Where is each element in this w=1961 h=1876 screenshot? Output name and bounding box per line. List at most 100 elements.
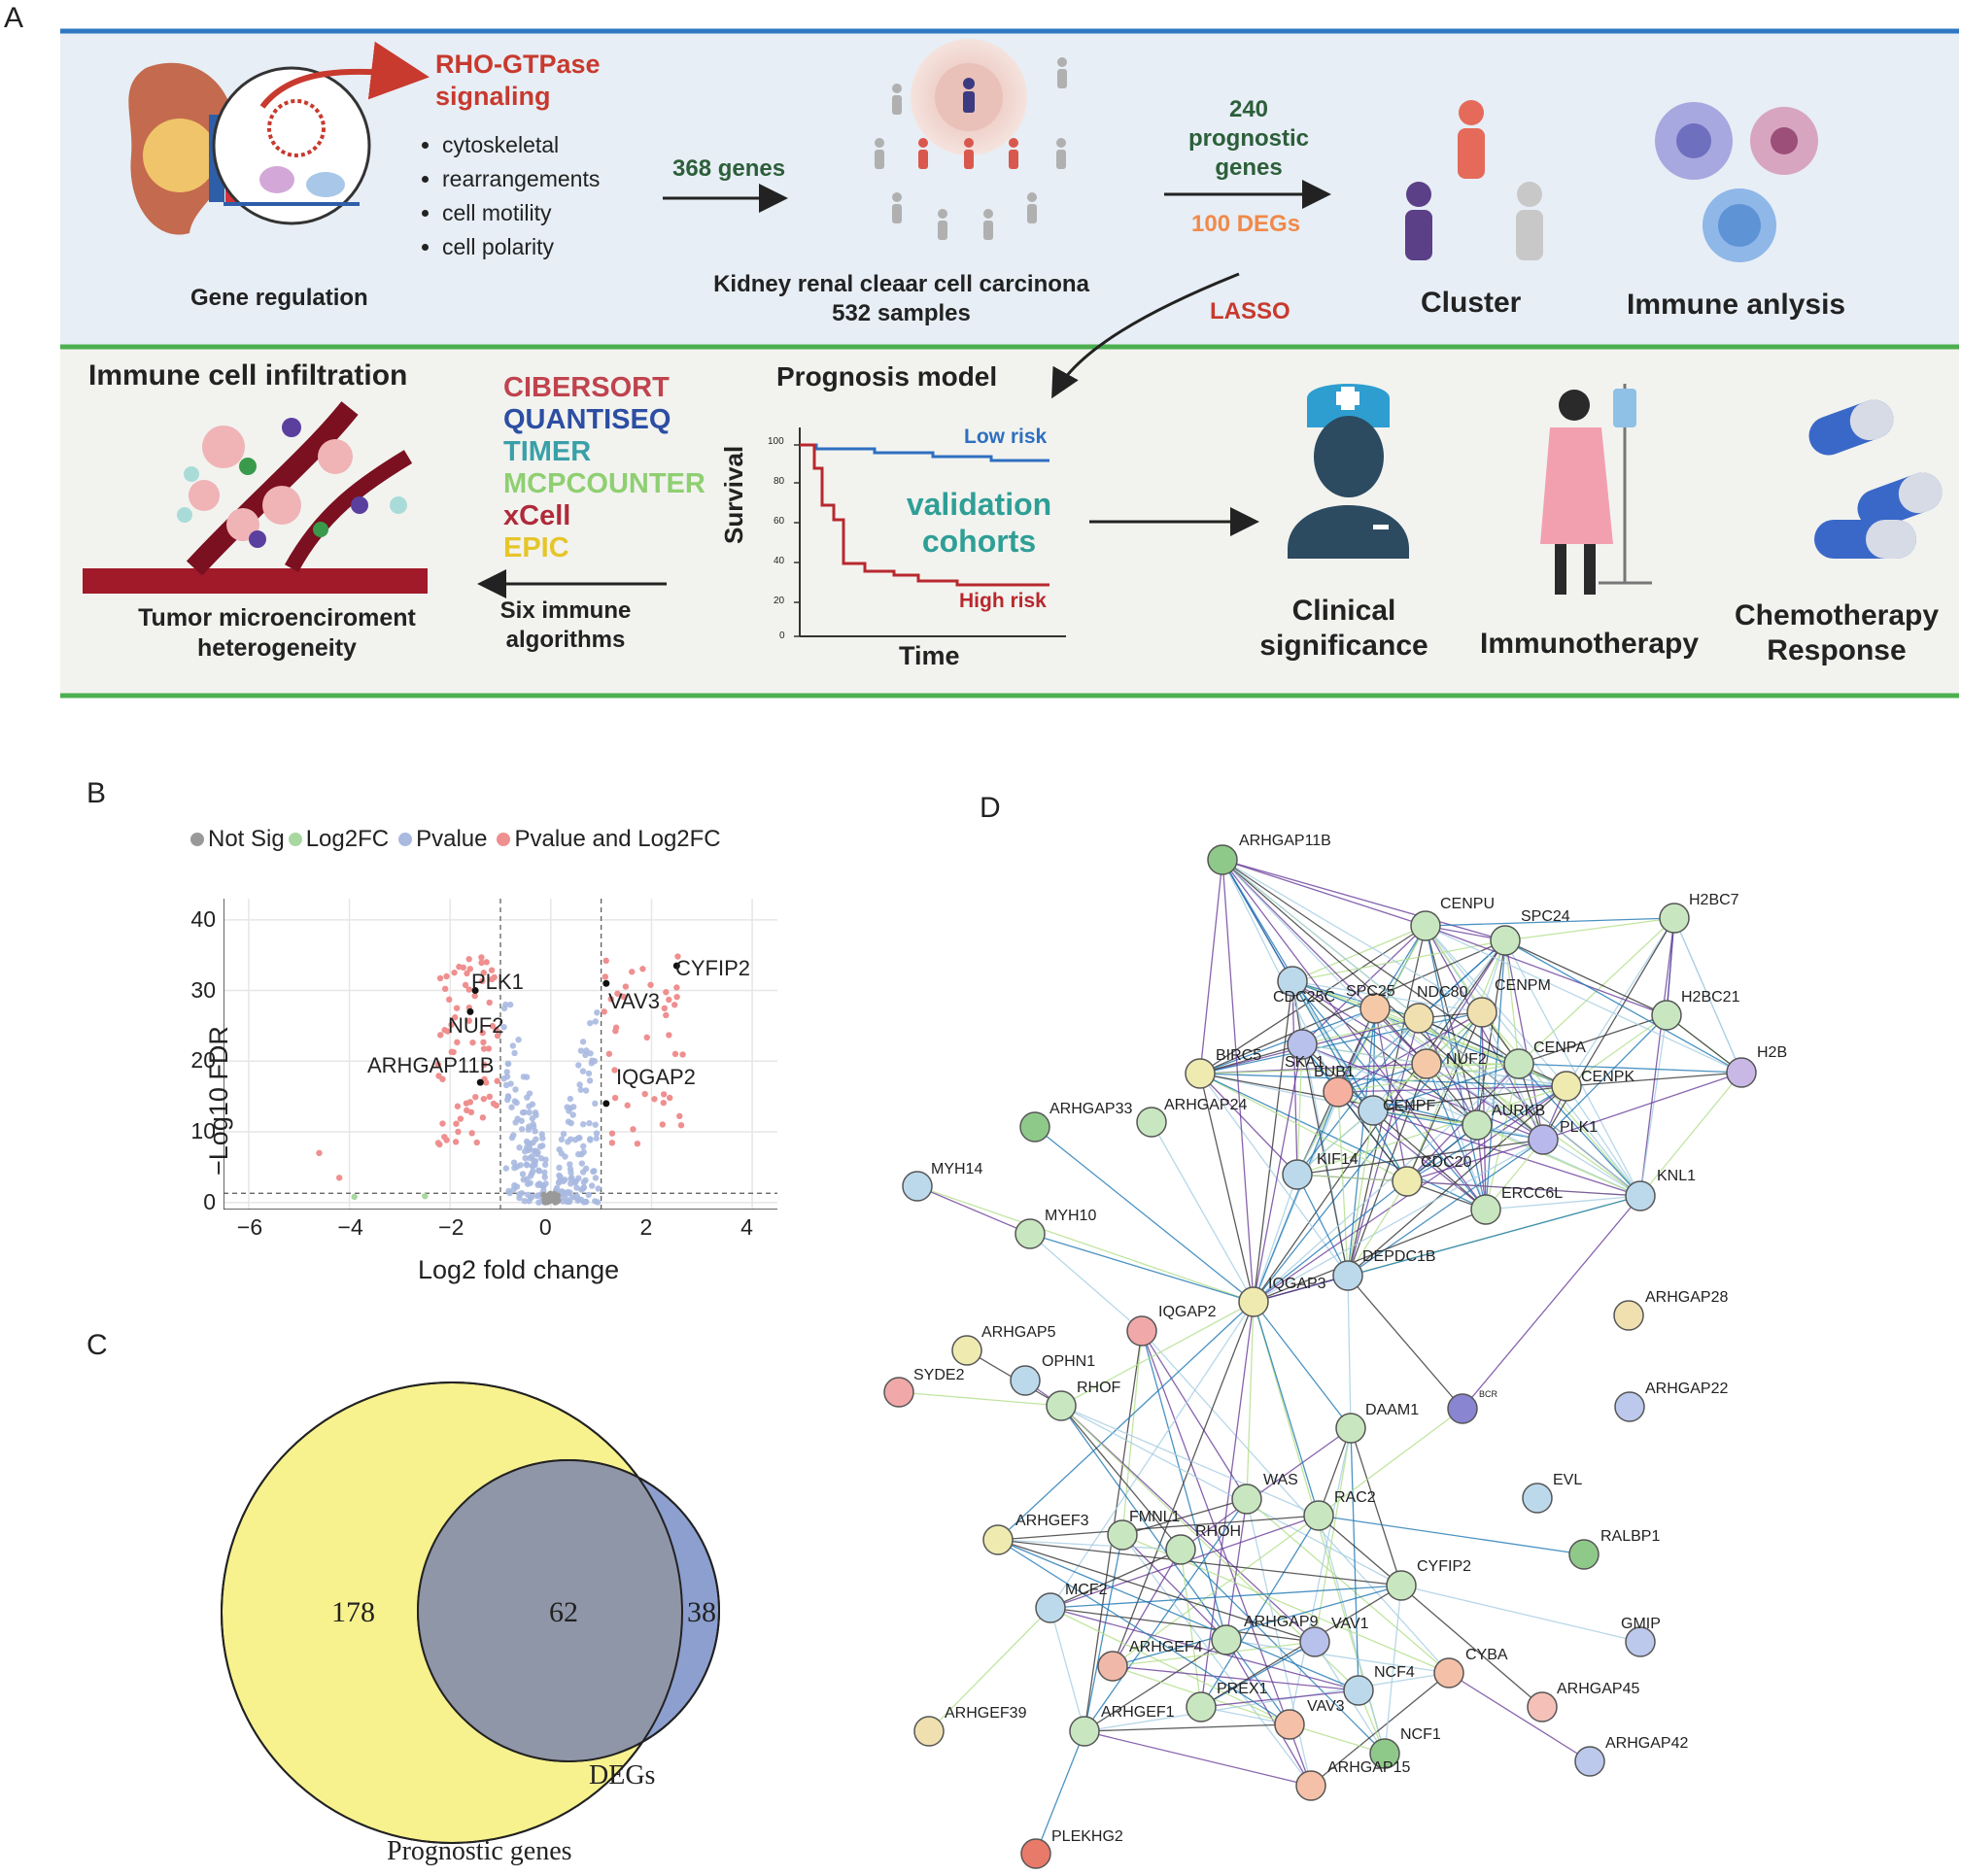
network-node[interactable]	[1020, 1838, 1051, 1869]
volcano-point	[594, 1009, 601, 1016]
cluster-label: Cluster	[1421, 287, 1522, 319]
network-node[interactable]	[1410, 910, 1441, 941]
kirc-line1: Kidney renal cleaar cell carcinona	[713, 271, 1089, 297]
network-node[interactable]	[1126, 1315, 1157, 1347]
network-edge	[1084, 1723, 1290, 1732]
volcano-point	[511, 1164, 518, 1172]
network-node[interactable]	[1035, 1592, 1066, 1623]
network-node[interactable]	[1207, 844, 1238, 875]
network-node[interactable]	[1369, 1738, 1400, 1769]
network-node[interactable]	[1097, 1651, 1128, 1682]
network-node[interactable]	[1231, 1484, 1262, 1515]
network-node[interactable]	[1238, 1286, 1269, 1317]
network-node[interactable]	[1359, 993, 1391, 1024]
network-edge	[916, 1185, 1255, 1303]
network-node[interactable]	[1107, 1519, 1138, 1551]
network-edge	[1199, 1073, 1349, 1277]
gene-regulation-label: Gene regulation	[190, 285, 368, 311]
network-node[interactable]	[1343, 1675, 1374, 1706]
network-node[interactable]	[1490, 925, 1521, 956]
network-node[interactable]	[1165, 1534, 1196, 1565]
genes-368-label: 368 genes	[672, 155, 786, 182]
network-node[interactable]	[902, 1171, 933, 1202]
network-node[interactable]	[1447, 1393, 1478, 1424]
sample-people-icon	[875, 39, 1067, 240]
highlighted-gene-point	[466, 1007, 474, 1015]
network-node[interactable]	[1010, 1365, 1041, 1396]
network-node[interactable]	[1613, 1300, 1644, 1331]
network-edge	[1141, 1330, 1248, 1500]
venn-overlap	[418, 1460, 682, 1761]
network-node[interactable]	[1287, 1029, 1318, 1060]
volcano-point	[525, 1126, 533, 1133]
network-node[interactable]	[1211, 1624, 1242, 1655]
volcano-point	[586, 1136, 594, 1143]
network-node[interactable]	[1046, 1390, 1077, 1421]
volcano-point	[576, 1081, 583, 1088]
network-node[interactable]	[1069, 1716, 1100, 1747]
network-edge	[1296, 1139, 1544, 1176]
network-edge	[1225, 1639, 1312, 1787]
network-node[interactable]	[1282, 1159, 1313, 1190]
network-node[interactable]	[1335, 1413, 1366, 1444]
network-node[interactable]	[1503, 1048, 1534, 1079]
network-edge	[1180, 1427, 1352, 1551]
network-node[interactable]	[1659, 903, 1690, 934]
network-node[interactable]	[1392, 1166, 1423, 1197]
network-node[interactable]	[1527, 1691, 1558, 1723]
network-node[interactable]	[1299, 1626, 1330, 1657]
immune-infiltration-title: Immune cell infiltration	[88, 359, 408, 392]
volcano-point	[443, 1137, 450, 1143]
network-node[interactable]	[1358, 1095, 1389, 1126]
network-node[interactable]	[1625, 1626, 1656, 1657]
network-node[interactable]	[1277, 966, 1308, 997]
network-node[interactable]	[1274, 1709, 1305, 1740]
network-node[interactable]	[1403, 1003, 1434, 1034]
network-edge	[1372, 1109, 1641, 1197]
network-node[interactable]	[1186, 1691, 1217, 1723]
km-tick: 20	[774, 596, 785, 606]
immune-cells-icon	[1655, 102, 1818, 262]
volcano-ytick: 30	[190, 976, 216, 1003]
network-node[interactable]	[1568, 1539, 1600, 1570]
network-node[interactable]	[1019, 1111, 1050, 1143]
network-node[interactable]	[1466, 997, 1497, 1028]
network-node[interactable]	[951, 1335, 982, 1366]
network-node[interactable]	[1625, 1180, 1656, 1211]
network-node[interactable]	[1303, 1500, 1334, 1531]
volcano-point	[503, 1069, 510, 1075]
volcano-ytick: 0	[203, 1188, 216, 1214]
network-edge	[1673, 917, 1742, 1074]
network-node[interactable]	[1411, 1048, 1442, 1079]
network-node[interactable]	[1614, 1391, 1645, 1422]
network-node[interactable]	[913, 1716, 945, 1747]
network-edge	[1199, 925, 1427, 1074]
network-node[interactable]	[1433, 1657, 1464, 1688]
network-node[interactable]	[1470, 1194, 1501, 1225]
network-node[interactable]	[1462, 1109, 1493, 1141]
network-node[interactable]	[1332, 1260, 1363, 1291]
network-node[interactable]	[1726, 1057, 1757, 1088]
panel-a-graphics	[60, 28, 1959, 699]
network-node[interactable]	[1528, 1124, 1559, 1155]
network-node[interactable]	[883, 1377, 914, 1408]
network-node[interactable]	[1323, 1076, 1354, 1108]
network-node[interactable]	[982, 1524, 1014, 1555]
network-node[interactable]	[1551, 1071, 1582, 1102]
volcano-point	[452, 1139, 460, 1145]
network-node[interactable]	[1185, 1058, 1216, 1089]
network-edge	[1221, 859, 1483, 1013]
network-node[interactable]	[1651, 1000, 1682, 1031]
rho-title-line2: signaling	[435, 82, 551, 111]
network-node[interactable]	[1386, 1570, 1417, 1601]
network-node[interactable]	[1015, 1218, 1046, 1249]
network-node[interactable]	[1522, 1483, 1553, 1514]
volcano-point	[454, 1039, 461, 1046]
network-node[interactable]	[1136, 1107, 1167, 1138]
network-node[interactable]	[1295, 1770, 1326, 1801]
network-edge	[1542, 1072, 1742, 1141]
network-edge	[1112, 1549, 1182, 1667]
legend-pvalue: Pvalue	[416, 826, 488, 852]
network-node[interactable]	[1574, 1746, 1605, 1777]
volcano-point	[448, 1021, 455, 1029]
